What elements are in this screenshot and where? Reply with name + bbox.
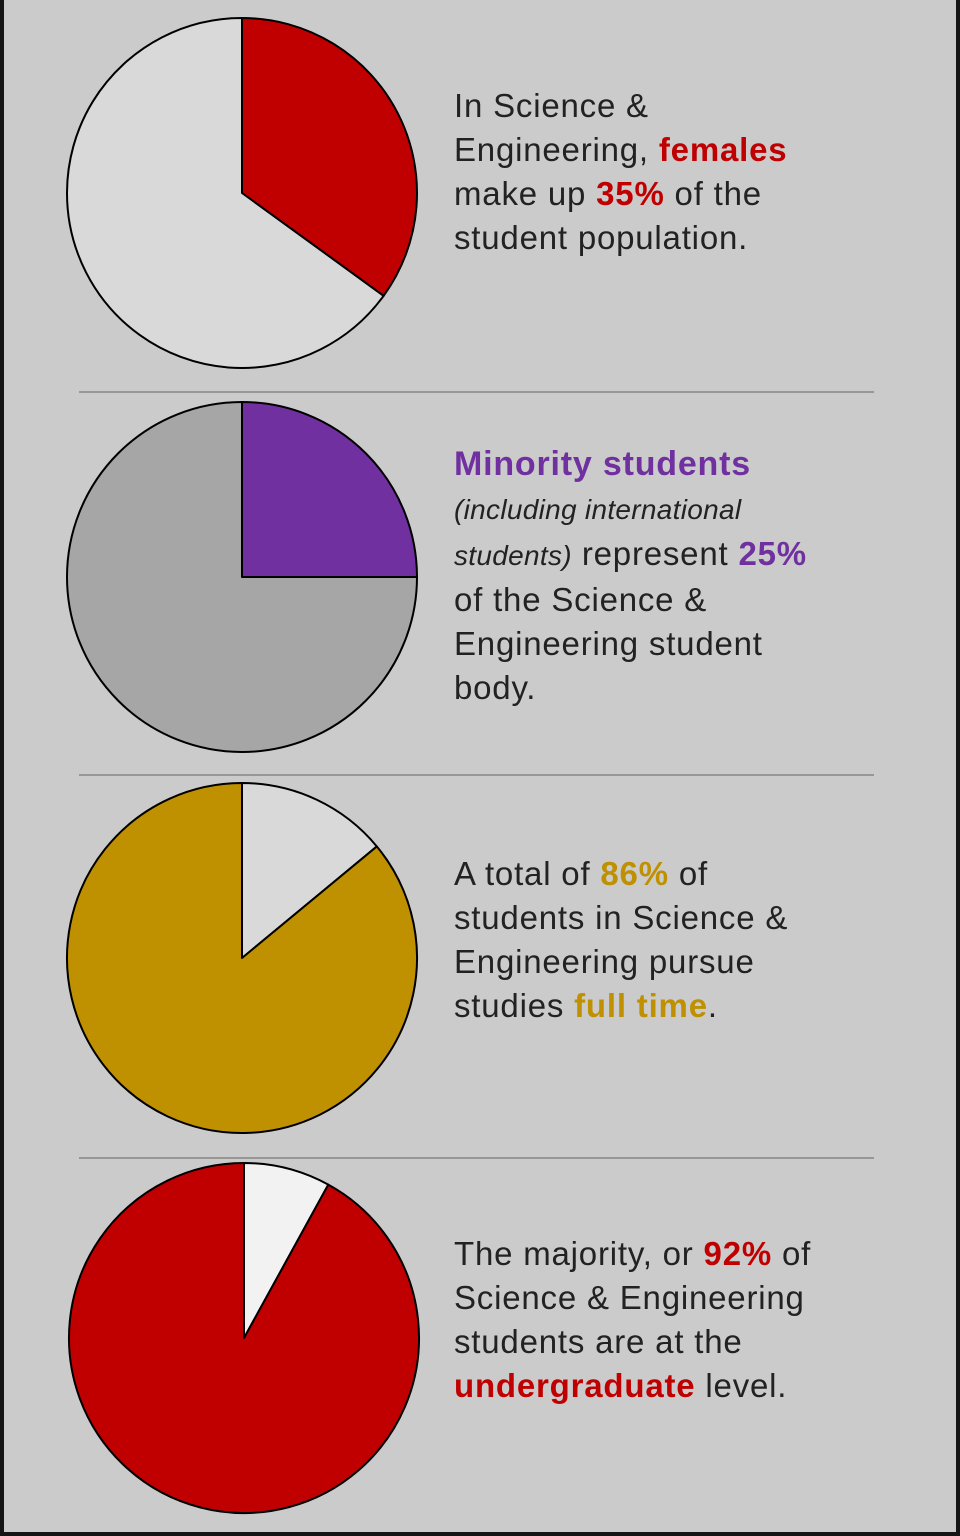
caption-line: body. bbox=[454, 666, 954, 710]
caption-line: The majority, or 92% of bbox=[454, 1232, 954, 1276]
caption-line: students are at the bbox=[454, 1320, 954, 1364]
caption-undergraduate: The majority, or 92% of Science & Engine… bbox=[454, 1232, 954, 1408]
text-segment-highlight-undergraduate: undergraduate bbox=[454, 1367, 696, 1404]
text-segment-highlight-86pct: 86% bbox=[600, 855, 669, 892]
section-divider bbox=[79, 391, 874, 393]
caption-line: Engineering pursue bbox=[454, 940, 954, 984]
text-segment: students are at the bbox=[454, 1323, 743, 1360]
text-segment: studies bbox=[454, 987, 575, 1024]
text-segment: body. bbox=[454, 669, 537, 706]
text-segment: of bbox=[668, 855, 708, 892]
section-divider bbox=[79, 1157, 874, 1159]
text-segment: student population. bbox=[454, 219, 749, 256]
caption-line: Engineering, females bbox=[454, 128, 954, 172]
text-segment-highlight-full-time: full time bbox=[574, 987, 708, 1024]
caption-line: (including international bbox=[454, 486, 954, 532]
text-segment: . bbox=[707, 987, 718, 1024]
caption-line: Engineering student bbox=[454, 622, 954, 666]
text-segment: represent bbox=[571, 535, 739, 572]
text-segment-parenthetical: (including international bbox=[454, 494, 742, 525]
caption-line: make up 35% of the bbox=[454, 172, 954, 216]
text-segment-highlight-35pct: 35% bbox=[596, 175, 665, 212]
text-segment: make up bbox=[454, 175, 597, 212]
caption-full-time: A total of 86% of students in Science & … bbox=[454, 852, 954, 1028]
text-segment: Engineering, bbox=[454, 131, 659, 168]
caption-line: In Science & bbox=[454, 84, 954, 128]
text-segment: of the bbox=[664, 175, 762, 212]
text-segment: Science & Engineering bbox=[454, 1279, 805, 1316]
text-segment-parenthetical: students) bbox=[454, 540, 572, 571]
caption-line: students in Science & bbox=[454, 896, 954, 940]
caption-females: In Science & Engineering, females make u… bbox=[454, 84, 954, 260]
pie-chart-females bbox=[66, 17, 418, 369]
caption-line: student population. bbox=[454, 216, 954, 260]
text-segment: A total of bbox=[454, 855, 601, 892]
text-segment: Engineering pursue bbox=[454, 943, 755, 980]
caption-line: of the Science & bbox=[454, 578, 954, 622]
text-segment-highlight-25pct: 25% bbox=[738, 535, 807, 572]
text-segment: The majority, or bbox=[454, 1235, 704, 1272]
text-segment: students in Science & bbox=[454, 899, 789, 936]
caption-line: Minority students bbox=[454, 442, 954, 486]
caption-line: undergraduate level. bbox=[454, 1364, 954, 1408]
text-segment: of bbox=[772, 1235, 812, 1272]
text-segment: level. bbox=[695, 1367, 788, 1404]
pie-chart-minority bbox=[66, 401, 418, 753]
caption-line: studies full time. bbox=[454, 984, 954, 1028]
text-segment-highlight-92pct: 92% bbox=[703, 1235, 772, 1272]
caption-line: Science & Engineering bbox=[454, 1276, 954, 1320]
text-segment-highlight-minority: Minority students bbox=[454, 445, 751, 483]
text-segment: Engineering student bbox=[454, 625, 763, 662]
text-segment: of the Science & bbox=[454, 581, 708, 618]
section-divider bbox=[79, 774, 874, 776]
pie-chart-undergraduate bbox=[68, 1162, 420, 1514]
pie-chart-full-time bbox=[66, 782, 418, 1134]
text-segment-highlight-females: females bbox=[658, 131, 788, 168]
caption-line: A total of 86% of bbox=[454, 852, 954, 896]
caption-minority: Minority students (including internation… bbox=[454, 442, 954, 710]
caption-line: students) represent 25% bbox=[454, 532, 954, 578]
text-segment: In Science & bbox=[454, 87, 649, 124]
